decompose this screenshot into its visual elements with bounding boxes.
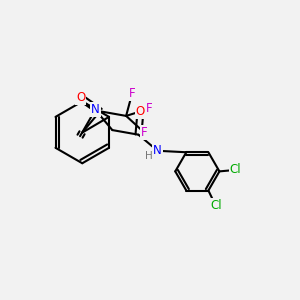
Text: F: F: [146, 102, 153, 115]
Text: Cl: Cl: [210, 199, 222, 212]
Text: O: O: [76, 91, 86, 104]
Text: N: N: [91, 103, 100, 116]
Text: F: F: [129, 87, 135, 100]
Text: F: F: [140, 126, 147, 139]
Text: N: N: [153, 144, 162, 157]
Text: Cl: Cl: [230, 164, 242, 176]
Text: H: H: [146, 151, 153, 161]
Text: O: O: [136, 105, 145, 118]
